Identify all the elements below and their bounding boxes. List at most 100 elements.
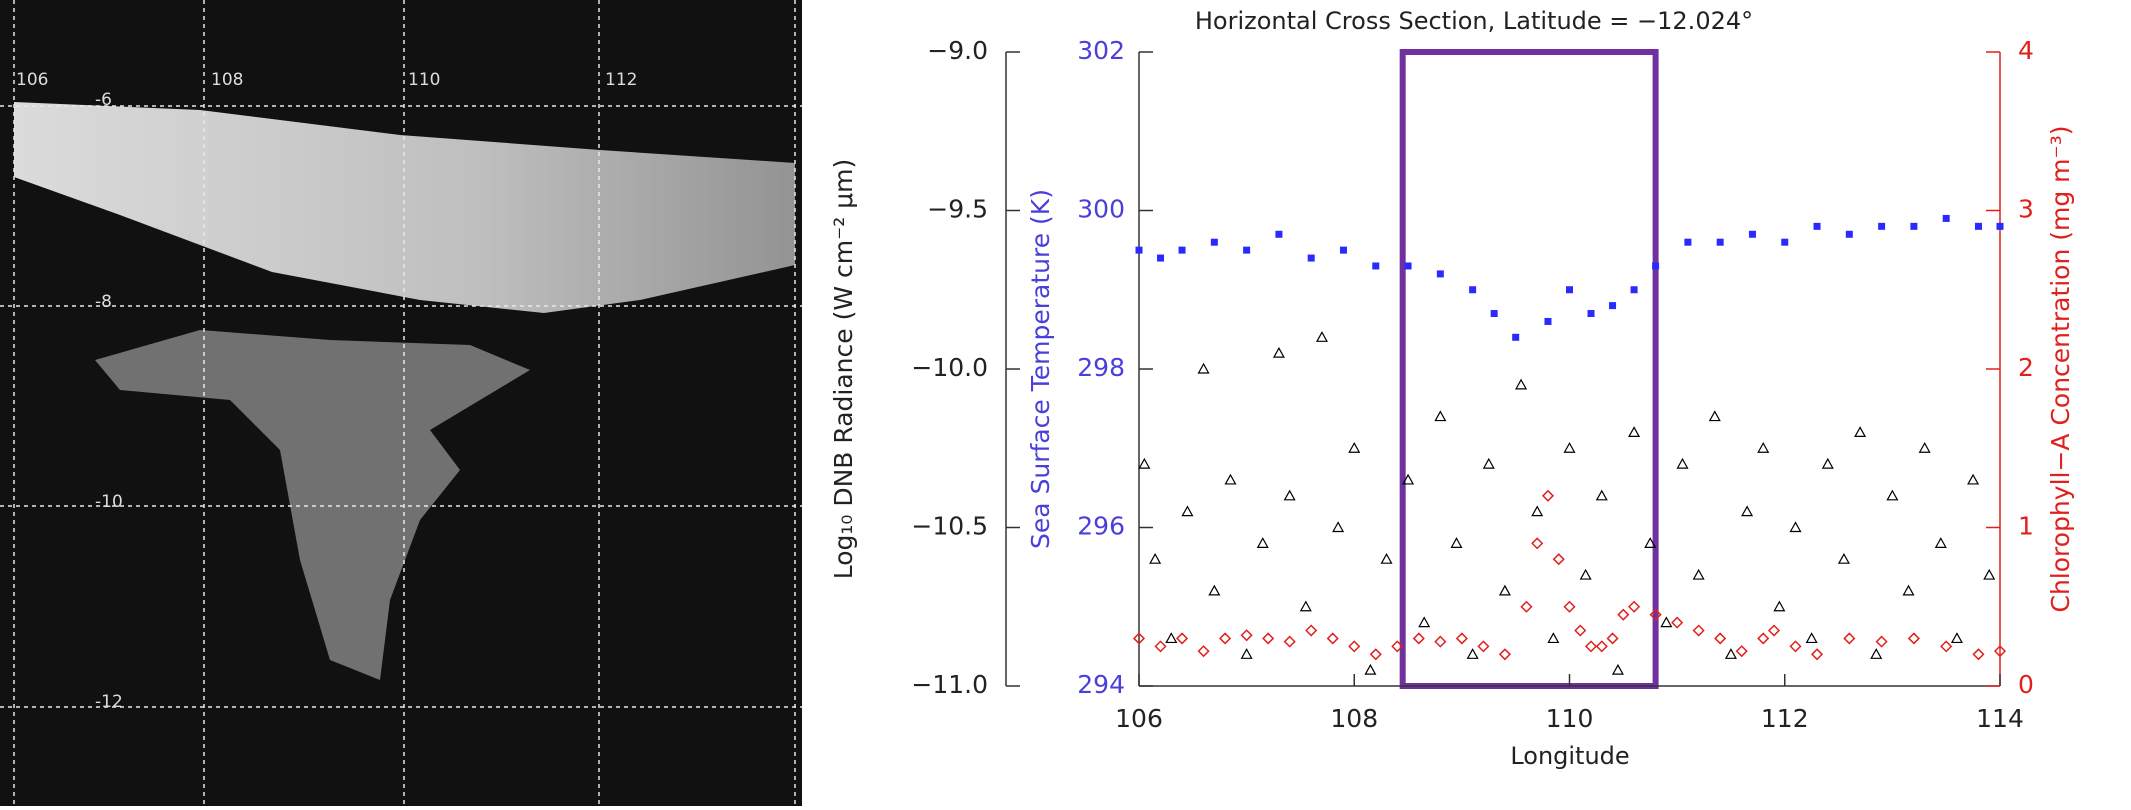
point — [1348, 640, 1361, 653]
map-grid — [0, 0, 802, 806]
point — [1240, 629, 1253, 642]
point — [1138, 457, 1151, 469]
point — [1181, 505, 1194, 517]
point — [1708, 410, 1721, 422]
point — [1767, 624, 1781, 637]
point — [1490, 310, 1498, 318]
point — [1735, 645, 1748, 658]
point — [1149, 552, 1162, 564]
point — [1821, 457, 1834, 469]
point — [1332, 521, 1345, 533]
point — [1724, 648, 1737, 659]
lat-label: -6 — [95, 90, 112, 110]
lon-label: 106 — [16, 70, 48, 90]
point — [1845, 230, 1853, 238]
point — [1918, 442, 1931, 453]
point — [1219, 632, 1232, 645]
point — [1972, 648, 1985, 661]
point — [1531, 505, 1544, 517]
point — [1934, 537, 1947, 548]
point — [1870, 648, 1883, 659]
point — [1942, 214, 1950, 222]
point — [1380, 552, 1393, 564]
point — [1477, 640, 1490, 653]
lon-label: 110 — [408, 70, 440, 90]
y-tick-label: 296 — [1077, 512, 1125, 541]
point — [1541, 489, 1555, 502]
y3-tick-label: −9.0 — [927, 36, 988, 65]
point — [1630, 286, 1638, 294]
point — [1974, 222, 1982, 230]
x-tick-label: 114 — [1976, 704, 2024, 733]
point — [1283, 489, 1296, 501]
point — [1587, 310, 1595, 318]
lon-label: 112 — [605, 70, 637, 90]
point — [1315, 331, 1328, 342]
point — [1854, 426, 1867, 437]
point — [1154, 640, 1167, 653]
point — [1950, 632, 1963, 644]
point — [1240, 648, 1253, 659]
point — [1412, 632, 1425, 645]
point — [1455, 632, 1468, 645]
point — [1652, 262, 1660, 270]
point — [1224, 473, 1237, 485]
point — [1515, 378, 1528, 390]
point — [1418, 616, 1431, 628]
y2-tick-label: 2 — [2018, 353, 2034, 382]
y2-tick-label: 4 — [2018, 36, 2034, 65]
y3-tick-label: −10.5 — [911, 512, 988, 541]
point — [1617, 608, 1630, 621]
point — [1789, 521, 1802, 533]
y-tick-label: 300 — [1077, 195, 1125, 224]
x-tick-label: 108 — [1330, 704, 1378, 733]
y-tick-label: 302 — [1077, 36, 1125, 65]
point — [1773, 600, 1786, 612]
y3-tick-label: −10.0 — [911, 353, 988, 382]
point — [1757, 442, 1770, 453]
satellite-image: 106 108 110 112 -6 -8 -10 -12 — [0, 0, 802, 806]
point — [1910, 222, 1918, 230]
point — [1197, 645, 1210, 658]
y-axis-label: Sea Surface Temperature (K) — [1026, 189, 1055, 549]
lat-label: -8 — [95, 292, 112, 312]
point — [1498, 584, 1511, 596]
point — [1628, 600, 1641, 613]
point — [1628, 426, 1641, 437]
x-axis-label: Longitude — [1510, 742, 1629, 770]
y3-tick-label: −11.0 — [911, 670, 988, 699]
point — [1364, 663, 1377, 675]
x-tick-label: 110 — [1546, 704, 1594, 733]
point — [1262, 632, 1275, 645]
x-tick-label: 106 — [1115, 704, 1163, 733]
point — [1299, 600, 1312, 612]
point — [1436, 270, 1444, 278]
point — [1875, 635, 1888, 648]
point — [1197, 362, 1210, 374]
point — [1878, 222, 1886, 230]
point — [1210, 238, 1218, 246]
point — [1272, 346, 1285, 358]
point — [1813, 222, 1821, 230]
point — [1307, 254, 1315, 262]
point — [1692, 624, 1705, 637]
point — [1716, 238, 1724, 246]
point — [1789, 640, 1802, 653]
point — [1644, 537, 1657, 548]
point — [1372, 262, 1380, 270]
point — [1178, 246, 1186, 254]
point — [1469, 286, 1477, 294]
point — [1256, 537, 1269, 548]
point — [1175, 632, 1189, 645]
lat-label: -12 — [95, 692, 123, 712]
y3-axis-label: Log₁₀ DNB Radiance (W cm⁻² μm) — [829, 159, 858, 580]
point — [1165, 632, 1178, 644]
point — [1512, 333, 1520, 341]
point — [1563, 442, 1576, 453]
point — [1649, 608, 1662, 621]
point — [1547, 632, 1560, 644]
point — [1434, 410, 1447, 422]
point — [1369, 648, 1382, 661]
